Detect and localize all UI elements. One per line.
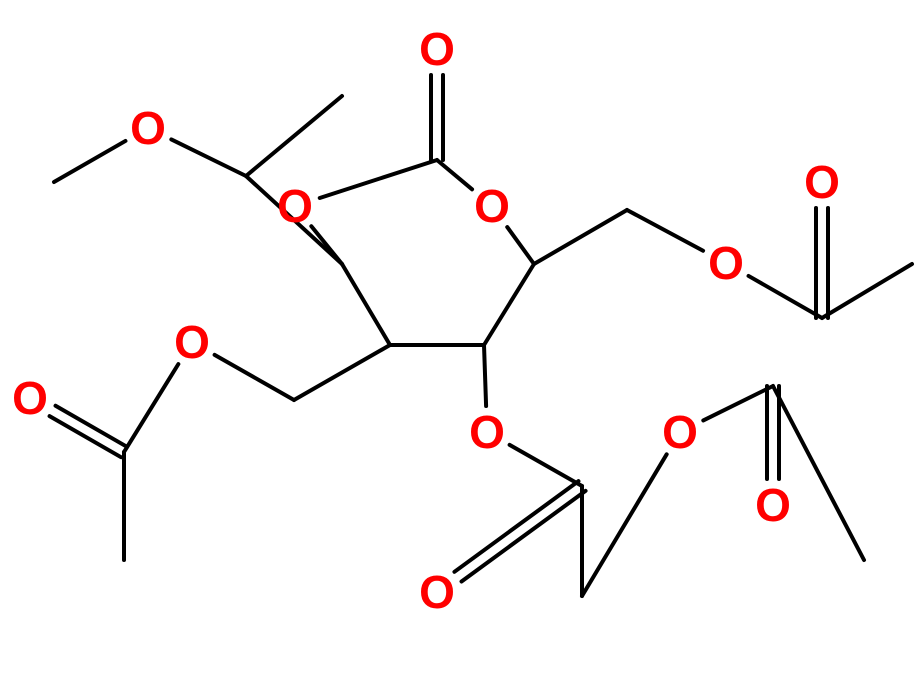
- bond: [627, 210, 703, 251]
- oxygen-atom-label: O: [419, 23, 455, 75]
- oxygen-atom-label: O: [708, 237, 744, 289]
- atom-labels-layer: O O O O O O O O O O O O: [12, 23, 840, 618]
- bond: [320, 160, 437, 198]
- oxygen-atom-label: O: [277, 180, 313, 232]
- bond: [124, 364, 178, 452]
- oxygen-atom-label: O: [419, 566, 455, 618]
- bond: [510, 445, 582, 486]
- oxygen-atom-label: O: [469, 406, 505, 458]
- oxygen-atom-label: O: [130, 102, 166, 154]
- oxygen-atom-label: O: [804, 156, 840, 208]
- bond: [484, 264, 534, 345]
- bond: [822, 264, 912, 318]
- bond: [54, 141, 125, 182]
- oxygen-atom-label: O: [755, 479, 791, 531]
- molecule-diagram: O O O O O O O O O O O O: [0, 0, 922, 680]
- oxygen-atom-label: O: [474, 180, 510, 232]
- bond: [749, 276, 822, 318]
- bond: [534, 210, 627, 264]
- bond: [454, 481, 578, 572]
- bond: [507, 227, 534, 264]
- bond: [437, 160, 472, 189]
- oxygen-atom-label: O: [174, 316, 210, 368]
- bond: [462, 491, 586, 582]
- bond: [294, 345, 390, 400]
- bond: [484, 345, 486, 406]
- bond: [342, 264, 390, 345]
- bond: [215, 355, 294, 400]
- oxygen-atom-label: O: [662, 406, 698, 458]
- bond: [171, 139, 246, 176]
- oxygen-atom-label: O: [12, 372, 48, 424]
- bond: [703, 386, 773, 420]
- bond: [246, 96, 342, 176]
- bond: [582, 454, 667, 596]
- bond: [773, 386, 864, 560]
